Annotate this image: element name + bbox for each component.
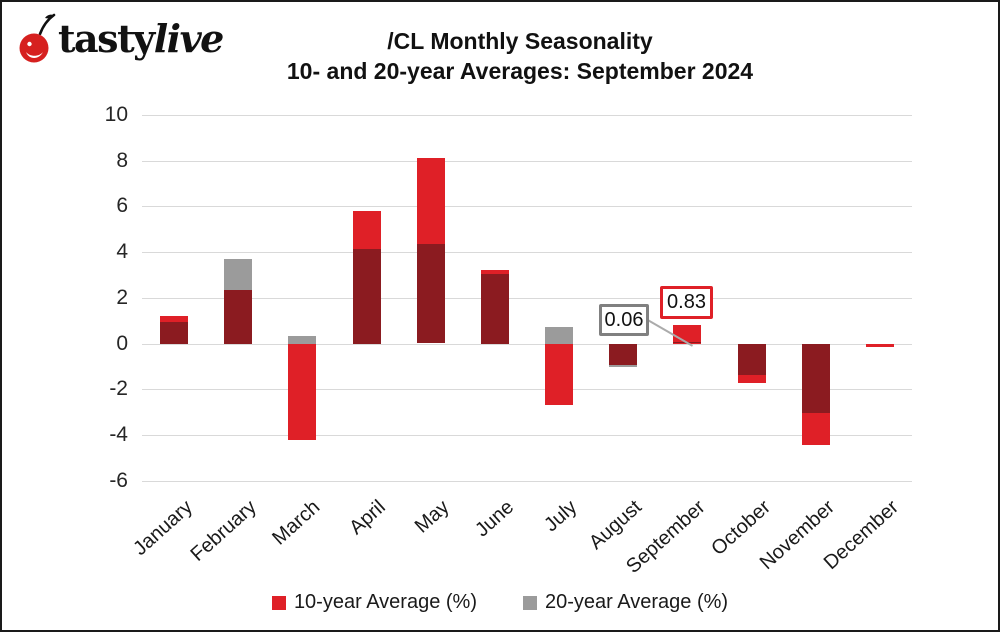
bar-segment: [802, 344, 830, 413]
bar-segment: [224, 290, 252, 344]
y-axis-tick: -6: [109, 469, 128, 492]
x-axis-label: May: [410, 496, 454, 538]
tastylive-logo: tastylive: [16, 12, 225, 66]
y-axis-tick: 4: [116, 240, 128, 263]
x-axis-label: February: [186, 496, 261, 566]
title-line-1: /CL Monthly Seasonality: [387, 28, 653, 54]
y-axis-tick: 0: [116, 332, 128, 355]
legend-label-10yr: 10-year Average (%): [293, 591, 477, 613]
chart-legend: 10-year Average (%) 20-year Average (%): [2, 591, 998, 614]
bar-segment: [545, 327, 573, 344]
x-axis-label: July: [540, 496, 582, 537]
gridline: [142, 298, 912, 299]
title-line-2: 10- and 20-year Averages: September 2024: [286, 58, 754, 84]
bar-segment: [160, 322, 188, 344]
gridline: [142, 344, 912, 345]
chart-title: /CL Monthly Seasonality 10- and 20-year …: [42, 26, 998, 86]
y-axis-tick: 10: [104, 103, 128, 126]
callout-20yr-september: 0.06: [599, 304, 649, 336]
y-axis-tick: -4: [109, 423, 128, 446]
gridline: [142, 115, 912, 116]
logo-wordmark: tastylive: [58, 13, 225, 65]
callout-10yr-value: 0.83: [667, 291, 706, 313]
x-axis-label: March: [268, 496, 325, 550]
legend-item-20yr: 20-year Average (%): [523, 591, 728, 614]
bar-segment: [866, 344, 894, 347]
gridline: [142, 206, 912, 207]
bar-segment: [673, 342, 701, 343]
bar-segment: [417, 244, 445, 343]
x-axis-label: April: [345, 496, 390, 540]
gridline: [142, 481, 912, 482]
x-axis-label: June: [470, 496, 518, 542]
gridline: [142, 389, 912, 390]
logo-text-live: live: [153, 16, 225, 61]
legend-swatch-gray: [523, 595, 537, 610]
gridline: [142, 252, 912, 253]
bar-segment: [545, 344, 573, 405]
callout-20yr-value: 0.06: [604, 308, 644, 331]
bar-segment: [609, 344, 637, 365]
x-axis-label: August: [584, 496, 646, 555]
bar-segment: [673, 325, 701, 344]
legend-item-10yr: 10-year Average (%): [271, 591, 477, 614]
bar-segment: [288, 344, 316, 440]
gridline: [142, 161, 912, 162]
y-axis-tick: 2: [116, 286, 128, 309]
y-axis-tick: 6: [116, 194, 128, 217]
callout-10yr-september: 0.83: [660, 286, 713, 319]
gridline: [142, 435, 912, 436]
y-axis-tick: 8: [116, 149, 128, 172]
bar-segment: [353, 249, 381, 344]
legend-swatch-red: [271, 595, 286, 610]
cherry-icon: [19, 13, 56, 63]
logo-text-tasty: tasty: [58, 16, 155, 61]
bar-segment: [738, 344, 766, 375]
bar-segment: [288, 336, 316, 344]
y-axis-tick: -2: [109, 377, 128, 400]
legend-label-20yr: 20-year Average (%): [545, 591, 729, 613]
bar-segment: [481, 274, 509, 344]
